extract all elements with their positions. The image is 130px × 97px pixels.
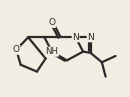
Text: N: N bbox=[87, 33, 94, 42]
Text: O: O bbox=[13, 45, 20, 54]
Text: O: O bbox=[48, 18, 55, 27]
Text: NH: NH bbox=[45, 47, 58, 56]
Text: N: N bbox=[72, 33, 79, 42]
